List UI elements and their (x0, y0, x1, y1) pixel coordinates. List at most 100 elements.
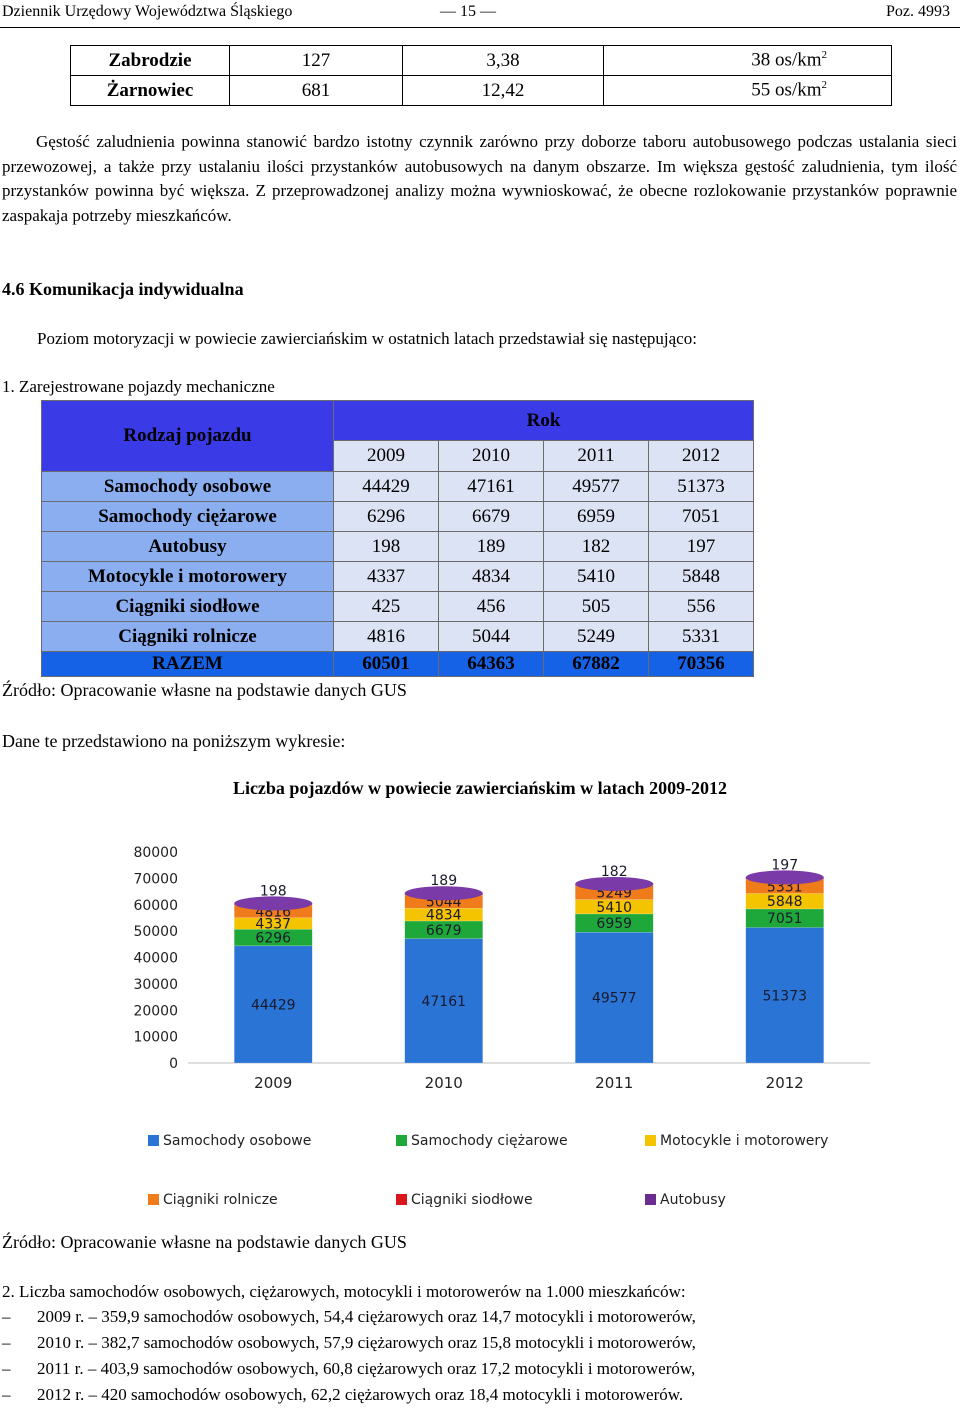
x-tick-label: 2012 (766, 1074, 804, 1092)
table-cell: 49577 (543, 471, 649, 502)
section-heading: 4.6 Komunikacja indywidualna (2, 279, 244, 299)
table-row: Samochody ciężarowe 6296 6679 6959 7051 (41, 501, 754, 532)
legend-item: Samochody osobowe (148, 1133, 311, 1149)
table-cell: 127 (229, 45, 403, 76)
legend-item: Ciągniki rolnicze (148, 1192, 278, 1208)
bar-top (575, 876, 654, 891)
x-tick-label: 2010 (425, 1074, 463, 1092)
legend-swatch (148, 1194, 159, 1205)
page-number: — 15 — (440, 3, 496, 20)
y-tick-label: 40000 (133, 951, 178, 967)
table-cell: Zabrodzie (70, 45, 230, 76)
data-label: 198 (260, 883, 287, 899)
row-label: Samochody ciężarowe (41, 501, 334, 532)
page-header: Dziennik Urzędowy Województwa Śląskiego … (0, 0, 960, 27)
total-row: RAZEM 60501 64363 67882 70356 (41, 651, 754, 677)
table-cell: 197 (648, 531, 754, 562)
total-label: RAZEM (41, 651, 334, 677)
density-paragraph: Gęstość zaludnienia powinna stanowić bar… (2, 132, 957, 225)
data-label: 182 (601, 864, 628, 880)
table-cell: 5410 (543, 561, 649, 592)
legend-swatch (148, 1135, 159, 1146)
list-item: – 2012 r. – 420 samochodów osobowych, 62,… (2, 1385, 683, 1405)
data-label: 51373 (762, 988, 807, 1004)
item2-title: 2. Liczba samochodów osobowych, ciężarow… (2, 1282, 686, 1301)
table-cell: 6959 (543, 501, 649, 532)
row-label: Samochody osobowe (41, 471, 334, 502)
table-cell: 5249 (543, 621, 649, 652)
bar-top (234, 896, 313, 911)
table-cell: 4816 (333, 621, 439, 652)
density-value: 55 os/km (751, 79, 822, 101)
year-cell: 2011 (543, 440, 649, 472)
dash-mark: – (2, 1307, 11, 1326)
row-label: Ciągniki rolnicze (41, 621, 334, 652)
header-divider (0, 27, 960, 28)
table-cell: 6679 (438, 501, 544, 532)
data-label: 6679 (426, 923, 462, 939)
table-cell: 44429 (333, 471, 439, 502)
bar-segment (745, 927, 824, 1064)
superscript: 2 (821, 79, 828, 92)
table-cell: 6296 (333, 501, 439, 532)
y-tick-label: 30000 (133, 977, 178, 993)
legend-item: Samochody ciężarowe (396, 1133, 568, 1149)
bar-top (404, 886, 483, 901)
table-cell: 456 (438, 591, 544, 622)
table-cell: 7051 (648, 501, 754, 532)
table-cell: 198 (333, 531, 439, 562)
table-cell: 425 (333, 591, 439, 622)
table-cell: 182 (543, 531, 649, 562)
table-cell: 12,42 (402, 75, 604, 106)
legend-item: Ciągniki siodłowe (396, 1192, 533, 1208)
density-value: 38 os/km (751, 49, 822, 71)
position-number: Poz. 4993 (886, 3, 950, 20)
source-note: Źródło: Opracowanie własne na podstawie … (2, 1232, 407, 1252)
list-item-text: 2011 r. – 403,9 samochodów osobowych, 60… (37, 1359, 696, 1378)
legend-label: Ciągniki rolnicze (163, 1192, 278, 1208)
dash-mark: – (2, 1359, 11, 1378)
table-cell: 681 (229, 75, 403, 106)
table-cell: 556 (648, 591, 754, 622)
stacked-bar-chart: 0 10000 20000 30000 40000 50000 60000 70000 8000… (133, 845, 870, 1092)
row-label: Ciągniki siodłowe (41, 591, 334, 622)
table-row: Zabrodzie 127 3,38 38 os/km2 (70, 45, 892, 76)
x-tick-label: 2011 (595, 1074, 633, 1092)
y-tick-label: 10000 (133, 1030, 178, 1046)
table-cell: 5331 (648, 621, 754, 652)
y-tick-label: 50000 (133, 924, 178, 940)
y-tick-label: 0 (169, 1056, 178, 1072)
data-label: 4337 (255, 916, 291, 932)
year-cell: 2012 (648, 440, 754, 472)
legend-label: Ciągniki siodłowe (411, 1192, 533, 1208)
list-item-text: 2010 r. – 382,7 samochodów osobowych, 57… (37, 1333, 696, 1352)
bar-segment (234, 945, 313, 1064)
bar-segment (404, 920, 483, 939)
total-cell: 64363 (438, 651, 544, 677)
row-label: Motocykle i motorowery (41, 561, 334, 592)
data-label: 197 (771, 857, 798, 873)
intro-text: Poziom motoryzacji w powiecie zawierciań… (37, 329, 697, 348)
year-header: Rok (333, 399, 754, 442)
table-row: Ciągniki siodłowe 425 456 505 556 (41, 591, 754, 622)
chart-intro: Dane te przedstawiono na poniższym wykre… (2, 731, 346, 751)
bar-segment (404, 938, 483, 1064)
data-label: 6959 (596, 916, 632, 932)
superscript: 2 (821, 49, 828, 62)
table-cell: 3,38 (402, 45, 604, 76)
table-row: Autobusy 198 189 182 197 (41, 531, 754, 562)
dash-mark: – (2, 1385, 11, 1404)
legend-label: Motocykle i motorowery (660, 1133, 829, 1149)
legend-swatch (396, 1135, 407, 1146)
bar-segment (234, 928, 313, 947)
item1-title: 1. Zarejestrowane pojazdy mechaniczne (2, 377, 275, 396)
data-label: 5410 (596, 900, 632, 916)
legend-label: Samochody osobowe (163, 1133, 312, 1149)
y-tick-label: 60000 (133, 898, 178, 914)
legend-item: Autobusy (645, 1192, 726, 1208)
legend-swatch (645, 1194, 656, 1205)
list-item: – 2009 r. – 359,9 samochodów osobowych, 5… (2, 1307, 696, 1327)
table-row: Motocykle i motorowery 4337 4834 5410 58… (41, 561, 754, 592)
table-cell: 505 (543, 591, 649, 622)
year-cell: 2009 (333, 440, 439, 472)
